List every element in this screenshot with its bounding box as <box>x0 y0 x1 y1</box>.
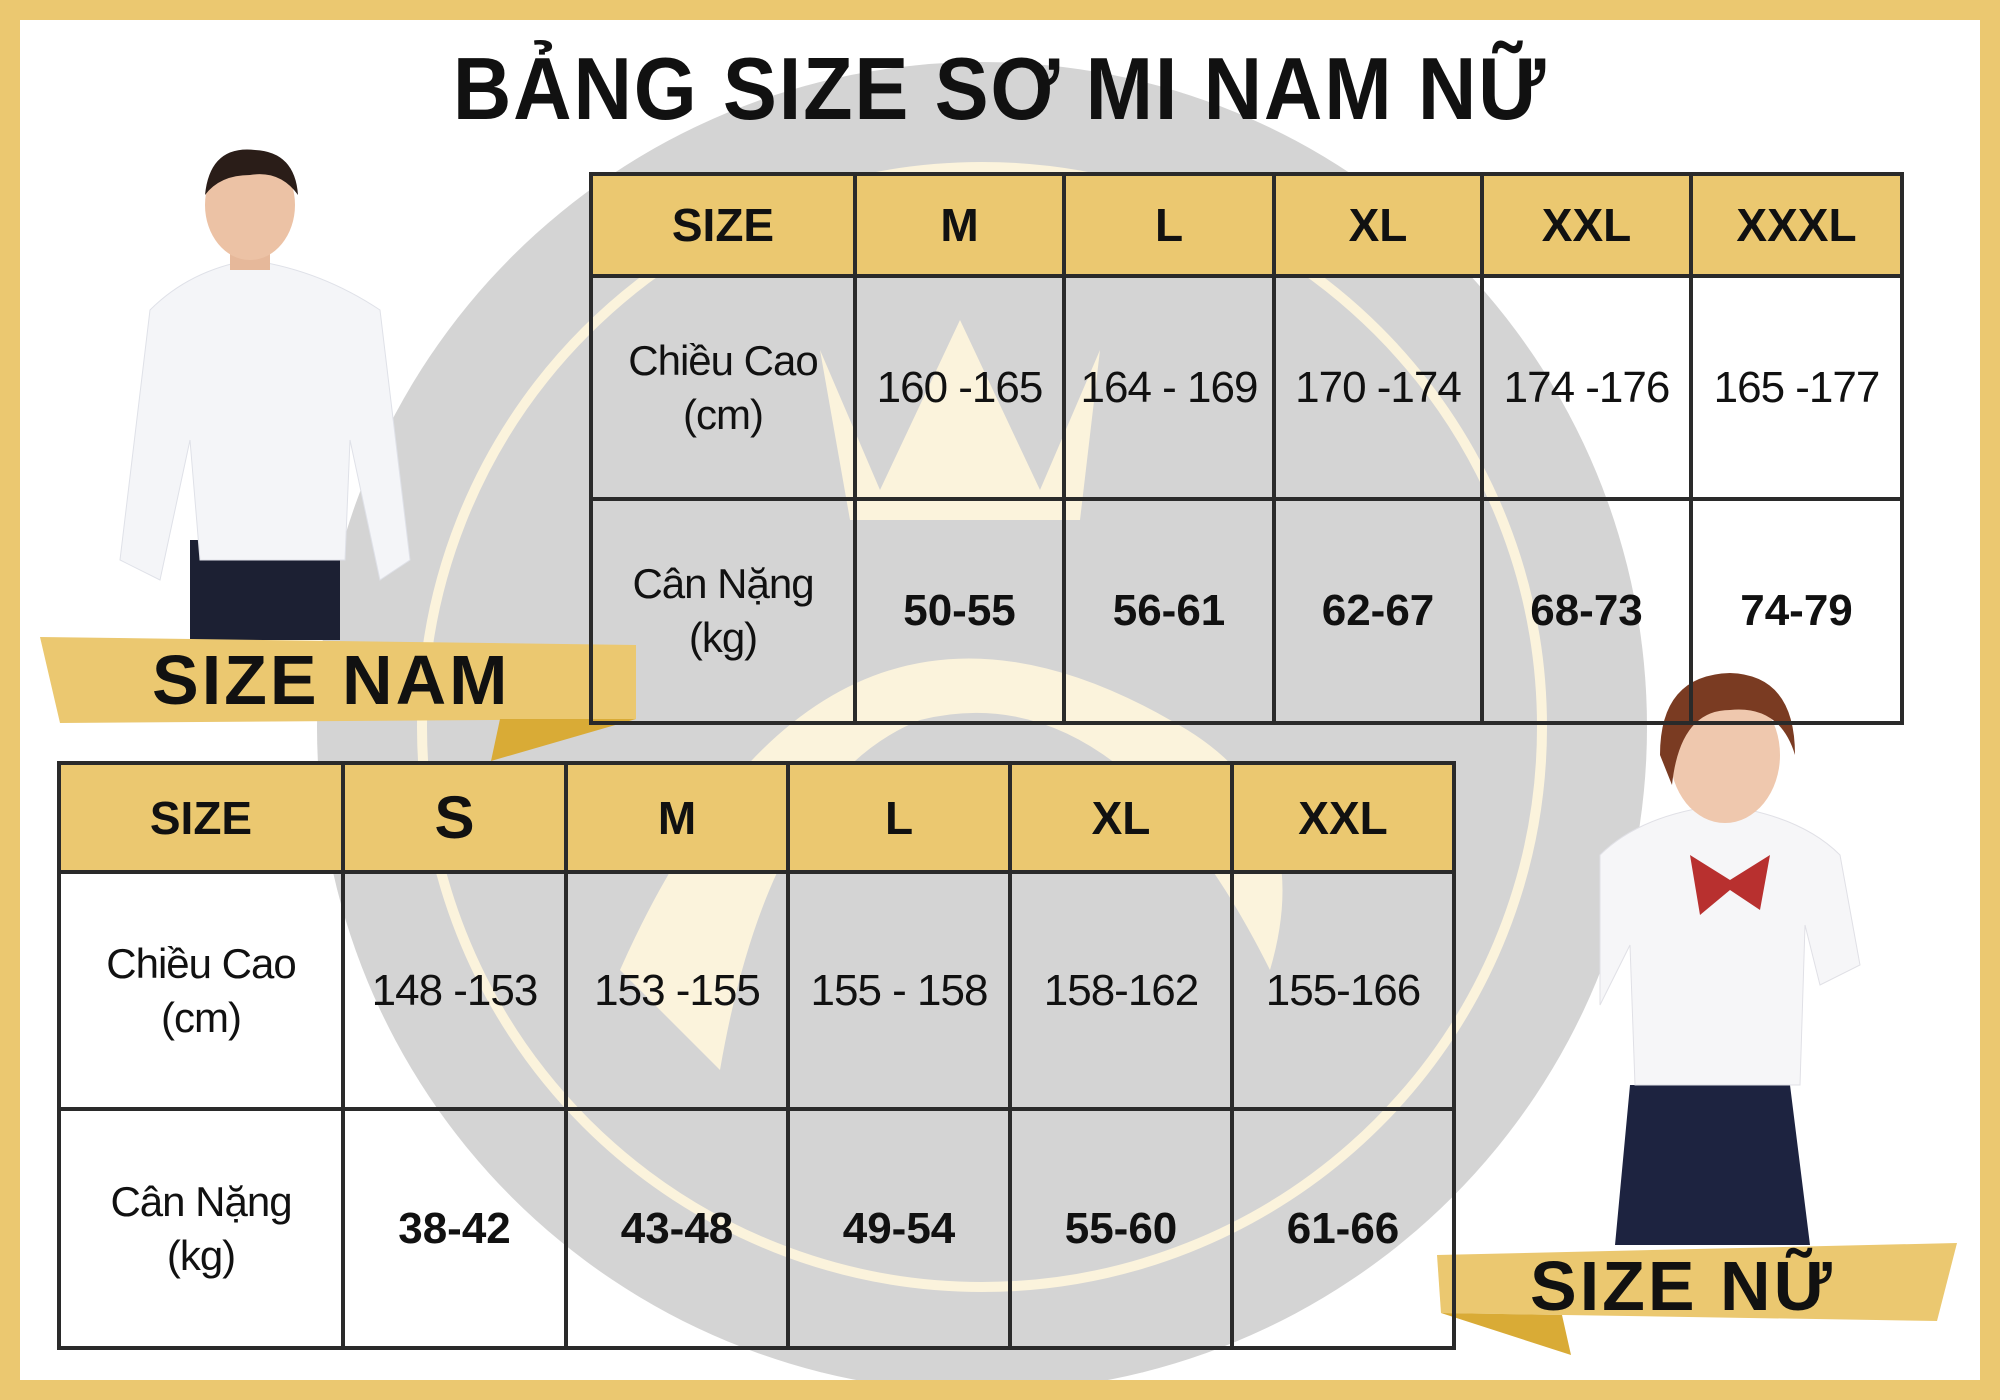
table-cell: 38-42 <box>341 1107 568 1350</box>
row-label-unit: (cm) <box>161 993 242 1041</box>
table-cell: 74-79 <box>1689 497 1904 725</box>
women-size-table: SIZE S M L XL XXL Chiều Cao (cm) 148 -153… <box>57 761 1456 1350</box>
men-size-table: SIZE M L XL XXL XXXL Chiều Cao (cm) 160 -… <box>589 172 1904 725</box>
row-label-text: Chiều Cao <box>106 939 296 987</box>
header-cell: XXXL <box>1689 172 1904 278</box>
table-cell: 43-48 <box>564 1107 790 1350</box>
size-nam-label: SIZE NAM <box>152 641 511 719</box>
row-label-text: Chiều Cao <box>628 336 818 384</box>
table-cell: 68-73 <box>1480 497 1693 725</box>
table-cell: 164 - 169 <box>1062 274 1276 501</box>
table-cell: 55-60 <box>1008 1107 1234 1350</box>
header-cell: XL <box>1272 172 1484 278</box>
row-label: Chiều Cao (cm) <box>57 870 345 1111</box>
table-cell: 155 - 158 <box>786 870 1012 1111</box>
size-nu-label: SIZE NỮ <box>1530 1247 1835 1325</box>
table-cell: 148 -153 <box>341 870 568 1111</box>
header-cell: L <box>1062 172 1276 278</box>
header-cell: M <box>853 172 1066 278</box>
row-label: Cân Nặng (kg) <box>589 497 857 725</box>
table-row: Cân Nặng (kg) 38-42 43-48 49-54 55-60 61-… <box>57 1107 1456 1350</box>
table-cell: 50-55 <box>853 497 1066 725</box>
header-cell: XXL <box>1230 761 1456 874</box>
table-cell: 160 -165 <box>853 274 1066 501</box>
table-row: Chiều Cao (cm) 148 -153 153 -155 155 - 15… <box>57 870 1456 1111</box>
row-label: Cân Nặng (kg) <box>57 1107 345 1350</box>
header-cell: XXL <box>1480 172 1693 278</box>
row-label-text: Cân Nặng <box>632 560 814 607</box>
table-cell: 56-61 <box>1062 497 1276 725</box>
header-cell: XL <box>1008 761 1234 874</box>
header-cell: S <box>341 761 568 874</box>
header-cell: SIZE <box>57 761 345 874</box>
header-cell: M <box>564 761 790 874</box>
table-row: Chiều Cao (cm) 160 -165 164 - 169 170 -17… <box>589 274 1904 501</box>
table-header-row: SIZE S M L XL XXL <box>57 761 1456 874</box>
table-header-row: SIZE M L XL XXL XXXL <box>589 172 1904 278</box>
size-nam-banner-shape <box>40 637 636 761</box>
row-label-unit: (kg) <box>166 1231 236 1279</box>
table-cell: 170 -174 <box>1272 274 1484 501</box>
header-cell: SIZE <box>589 172 857 278</box>
row-label-unit: (kg) <box>688 614 758 661</box>
table-row: Cân Nặng (kg) 50-55 56-61 62-67 68-73 74-… <box>589 497 1904 725</box>
male-model-image <box>119 149 411 640</box>
row-label-text: Cân Nặng <box>110 1177 292 1225</box>
table-cell: 174 -176 <box>1480 274 1693 501</box>
table-cell: 62-67 <box>1272 497 1484 725</box>
table-cell: 165 -177 <box>1689 274 1904 501</box>
table-cell: 49-54 <box>786 1107 1012 1350</box>
page-title: BẢNG SIZE SƠ MI NAM NỮ <box>452 39 1548 138</box>
header-cell: L <box>786 761 1012 874</box>
row-label: Chiều Cao (cm) <box>589 274 857 501</box>
row-label-unit: (cm) <box>683 390 764 438</box>
size-nu-banner-shape <box>1437 1243 1957 1355</box>
table-cell: 61-66 <box>1230 1107 1456 1350</box>
table-cell: 155-166 <box>1230 870 1456 1111</box>
table-cell: 158-162 <box>1008 870 1234 1111</box>
female-model-image <box>1599 673 1861 1245</box>
table-cell: 153 -155 <box>564 870 790 1111</box>
